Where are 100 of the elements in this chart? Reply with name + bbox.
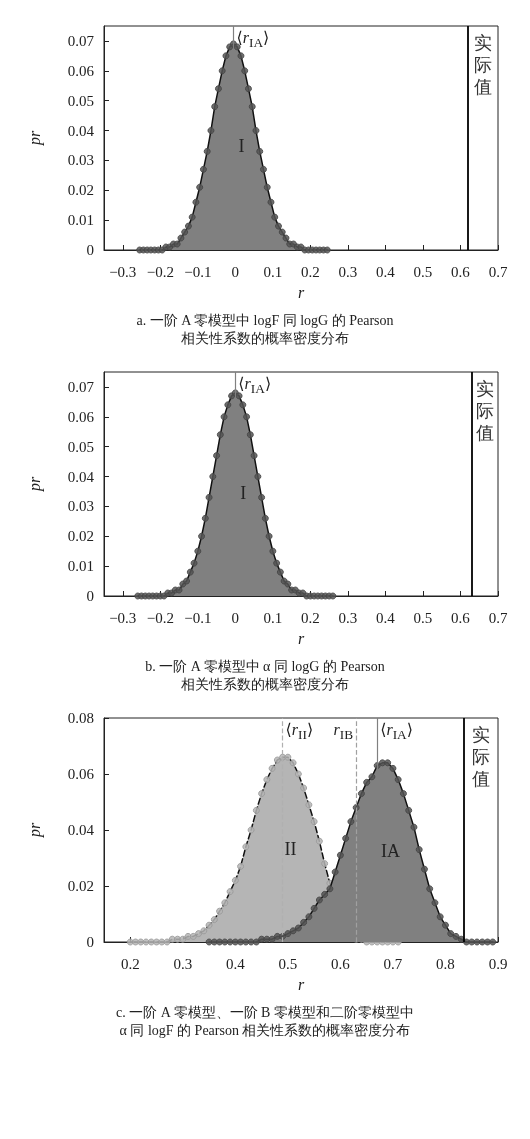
- point: [415, 846, 423, 854]
- point: [186, 568, 194, 576]
- series-label: IA: [379, 841, 401, 862]
- x-tick-label: 0.6: [331, 955, 351, 972]
- point: [163, 938, 171, 946]
- point: [431, 899, 439, 907]
- point: [241, 67, 249, 75]
- point: [237, 938, 245, 946]
- point: [214, 85, 222, 93]
- y-tick-label: 0.05: [67, 438, 94, 455]
- point: [220, 413, 228, 421]
- y-tick-label: 0.01: [67, 212, 94, 229]
- y-tick-label: 0.05: [67, 92, 94, 109]
- x-tick-label: 0.5: [413, 263, 433, 280]
- point: [263, 776, 271, 784]
- ref-line-label: 实际值: [473, 33, 492, 97]
- point: [273, 756, 281, 764]
- x-tick-label: −0.2: [146, 609, 174, 626]
- x-tick-label: 0: [231, 263, 240, 280]
- y-tick-label: 0.01: [67, 558, 94, 575]
- x-tick-label: 0.7: [488, 263, 508, 280]
- y-tick-label: 0.04: [67, 822, 95, 838]
- point: [263, 183, 271, 191]
- x-tick-label: 0.5: [278, 955, 298, 972]
- y-tick-label: 0.07: [67, 378, 95, 395]
- point: [321, 860, 329, 868]
- point: [237, 862, 245, 870]
- point: [247, 826, 255, 834]
- point: [305, 913, 313, 921]
- ref-line-label: ⟨r$_{II}$⟩: [285, 720, 314, 745]
- point: [235, 392, 243, 400]
- point: [252, 806, 260, 814]
- point: [248, 103, 256, 111]
- point: [221, 899, 229, 907]
- y-tick-label: 0.04: [67, 122, 95, 139]
- point: [278, 228, 286, 236]
- ref-line-label: ⟨r$_{IA}$⟩: [236, 28, 270, 53]
- point: [181, 228, 189, 236]
- point: [216, 938, 224, 946]
- ref-line-label: ⟨r$_{IA}$⟩: [380, 720, 413, 745]
- x-tick-label: −0.2: [146, 263, 174, 280]
- y-tick-label: 0.02: [67, 878, 94, 894]
- point: [243, 413, 251, 421]
- x-tick-label: −0.3: [109, 609, 137, 626]
- ref-line-label: 实际值: [475, 379, 494, 443]
- point: [192, 198, 200, 206]
- point: [357, 790, 365, 798]
- point: [188, 213, 196, 221]
- point: [216, 431, 224, 439]
- point: [394, 776, 402, 784]
- point: [183, 577, 191, 585]
- point: [441, 921, 449, 929]
- point: [189, 932, 197, 940]
- point: [310, 904, 318, 912]
- point: [179, 935, 187, 943]
- point: [284, 753, 292, 761]
- point: [216, 907, 224, 915]
- ref-line-label: r$_{IB}$: [333, 721, 354, 743]
- point: [259, 165, 267, 173]
- y-tick-label: 0.04: [67, 468, 95, 485]
- x-tick-label: 0.4: [376, 263, 396, 280]
- y-tick-label: 0.06: [67, 766, 95, 782]
- point: [329, 592, 337, 600]
- point: [274, 222, 282, 230]
- point: [289, 927, 297, 935]
- x-tick-label: 0.2: [301, 263, 320, 280]
- point: [205, 921, 213, 929]
- point: [246, 431, 254, 439]
- point: [484, 938, 491, 946]
- x-tick-label: 0.4: [225, 955, 246, 972]
- point: [132, 938, 140, 946]
- point: [256, 147, 264, 155]
- point: [218, 67, 226, 75]
- x-tick-label: 0.3: [338, 263, 358, 280]
- point: [276, 568, 284, 576]
- point: [190, 559, 198, 567]
- point: [468, 938, 476, 946]
- point: [405, 806, 413, 814]
- point: [209, 473, 217, 481]
- x-tick-label: −0.1: [184, 263, 212, 280]
- point: [268, 764, 276, 772]
- y-tick-label: 0.08: [67, 710, 94, 726]
- point: [473, 938, 481, 946]
- x-tick-label: 0.9: [488, 955, 508, 972]
- point: [195, 930, 203, 938]
- x-tick-label: 0.4: [376, 609, 396, 626]
- point: [252, 938, 260, 946]
- point: [222, 52, 230, 60]
- point: [203, 147, 211, 155]
- point: [196, 183, 204, 191]
- point: [321, 890, 329, 898]
- x-tick-label: 0.2: [120, 955, 140, 972]
- x-tick-label: −0.3: [109, 263, 137, 280]
- point: [384, 759, 392, 767]
- point: [205, 493, 213, 501]
- point: [323, 246, 331, 254]
- y-tick-label: 0: [86, 934, 94, 950]
- point: [239, 401, 247, 409]
- point: [231, 876, 239, 884]
- point: [294, 770, 302, 778]
